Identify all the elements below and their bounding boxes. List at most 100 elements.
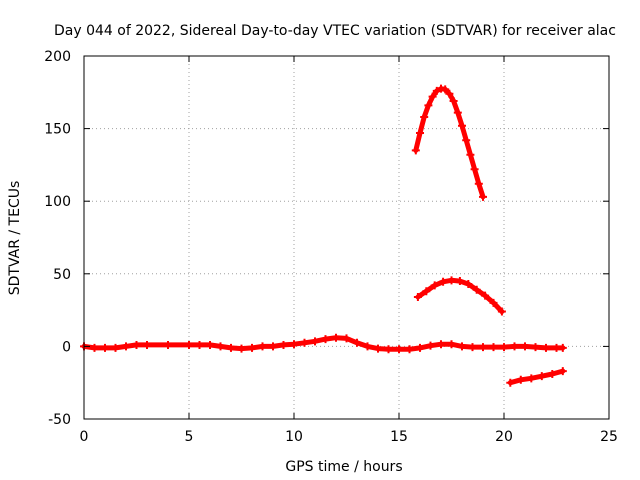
data-point: [558, 343, 567, 352]
data-point: [449, 97, 458, 106]
y-tick-label: 100: [44, 194, 71, 210]
data-point: [185, 340, 193, 349]
data-point: [537, 372, 546, 381]
data-point: [432, 86, 441, 95]
data-point: [489, 298, 498, 307]
x-tick-label: 25: [600, 429, 618, 445]
x-tick-label: 15: [390, 429, 408, 445]
data-point: [426, 341, 435, 350]
data-point: [455, 277, 464, 286]
data-point: [279, 340, 288, 349]
data-point: [353, 338, 361, 347]
data-point: [497, 307, 506, 316]
data-point: [216, 342, 225, 351]
data-point: [122, 342, 130, 351]
data-point: [420, 112, 429, 121]
data-point: [464, 279, 473, 288]
x-tick-label: 5: [185, 429, 194, 445]
data-point: [466, 150, 475, 159]
data-point: [458, 342, 466, 351]
data-point: [195, 340, 204, 349]
data-point: [481, 291, 490, 300]
plot-frame: [83, 55, 610, 420]
data-point: [111, 343, 120, 352]
data-point: [439, 277, 448, 286]
data-point: [290, 340, 298, 349]
data-point: [395, 345, 403, 354]
data-point: [405, 345, 414, 354]
y-tick-label: 0: [62, 339, 71, 355]
data-point: [462, 136, 471, 145]
data-point: [479, 192, 487, 201]
y-tick-label: 50: [53, 267, 71, 283]
data-point: [363, 342, 372, 351]
data-point: [470, 165, 479, 174]
series-baseline: [80, 333, 567, 354]
data-point: [558, 367, 567, 376]
y-axis-label: SDTVAR / TECUs: [7, 181, 23, 296]
chart-title: Day 044 of 2022, Sidereal Day-to-day VTE…: [54, 23, 616, 39]
tick-layer: 0 5 10 15 20 25 -50 0 50 100 150 200: [44, 49, 618, 445]
data-point: [474, 179, 483, 188]
data-point: [311, 337, 319, 346]
data-point: [441, 85, 450, 94]
data-point: [479, 343, 487, 352]
data-point: [472, 285, 481, 294]
data-point: [269, 342, 277, 351]
data-point: [430, 281, 439, 290]
series-medium-arc: [413, 276, 506, 316]
data-point: [489, 343, 498, 352]
data-point: [422, 287, 431, 296]
data-point: [332, 333, 340, 342]
data-point: [531, 343, 540, 352]
data-point: [258, 342, 267, 351]
data-point: [445, 89, 454, 98]
data-point: [101, 343, 109, 352]
data-point: [428, 92, 437, 101]
data-point: [413, 293, 422, 302]
y-tick-label: -50: [48, 412, 71, 428]
data-point: [321, 335, 330, 344]
x-tick-label: 20: [495, 429, 513, 445]
data-point: [516, 375, 525, 384]
series-negative-segment: [506, 367, 567, 387]
data-point: [90, 343, 99, 352]
grid-layer: [84, 56, 609, 419]
data-point: [416, 128, 424, 137]
data-point: [447, 340, 456, 349]
y-tick-label: 200: [44, 49, 71, 65]
data-point: [468, 343, 477, 352]
data-point: [527, 374, 536, 383]
data-point: [416, 343, 424, 352]
data-point: [447, 276, 456, 285]
data-point: [384, 345, 393, 354]
y-tick-label: 150: [44, 122, 71, 138]
data-point: [227, 343, 235, 352]
data-point: [437, 340, 445, 349]
data-point: [542, 343, 550, 352]
data-point: [453, 108, 462, 117]
data-point: [506, 378, 515, 387]
data-point: [248, 343, 256, 352]
data-point: [206, 340, 214, 349]
data-point: [300, 338, 309, 347]
data-point: [143, 340, 151, 349]
data-point: [500, 343, 508, 352]
x-axis-label: GPS time / hours: [285, 459, 402, 475]
series-layer: [80, 84, 567, 387]
x-tick-label: 10: [285, 429, 303, 445]
data-point: [132, 340, 141, 349]
series-large-arc: [411, 84, 487, 201]
data-point: [521, 342, 529, 351]
data-point: [510, 342, 519, 351]
data-point: [374, 344, 382, 353]
data-point: [342, 334, 351, 343]
data-point: [548, 369, 557, 378]
data-point: [458, 121, 466, 130]
data-point: [411, 146, 420, 155]
data-point: [424, 101, 433, 110]
data-point: [237, 344, 246, 353]
x-tick-label: 0: [80, 429, 89, 445]
